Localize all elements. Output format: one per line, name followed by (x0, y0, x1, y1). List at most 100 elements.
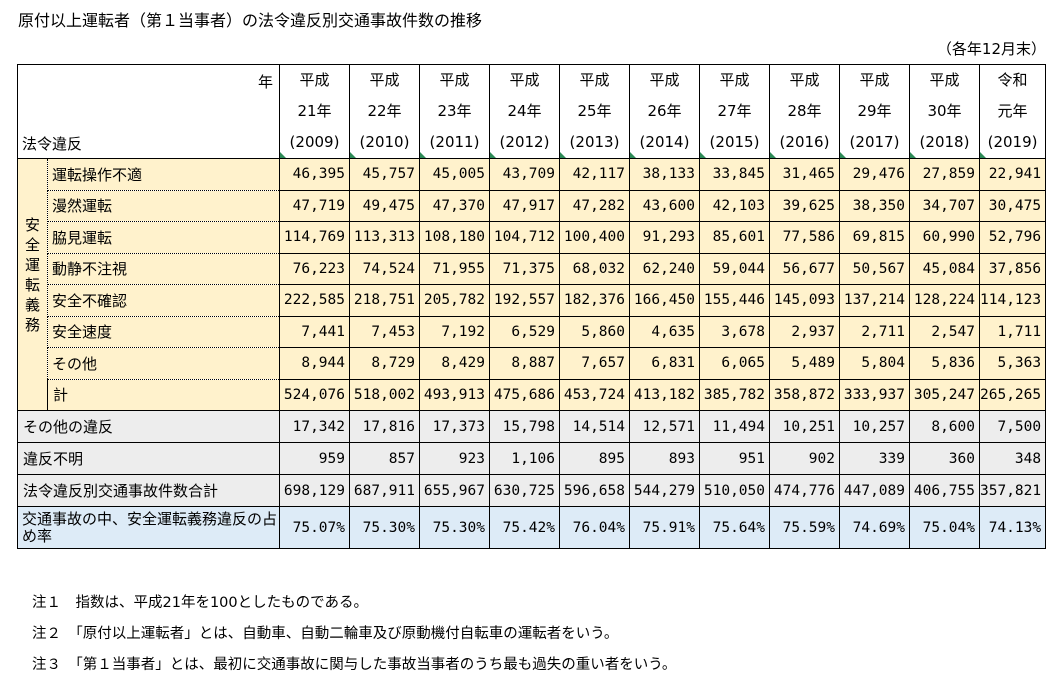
value-cell: 33,845 (699, 158, 770, 191)
value-cell: 91,293 (629, 221, 700, 254)
value-cell: 77,586 (769, 221, 840, 254)
value-cell: 2,937 (769, 315, 840, 348)
row-label: 脇見運転 (47, 221, 280, 254)
year-header-era: 平成 (719, 71, 750, 89)
year-header: 平成 25年 (2013) (559, 64, 630, 159)
value-cell: 8,600 (909, 410, 980, 443)
value-cell: 43,709 (489, 158, 560, 191)
value-cell: 42,117 (559, 158, 630, 191)
value-cell: 596,658 (559, 474, 630, 507)
value-cell: 893 (629, 442, 700, 475)
value-cell: 75.59% (769, 506, 840, 549)
value-cell: 8,729 (349, 347, 420, 380)
unit-note: （各年12月末） (936, 40, 1046, 58)
group-label: 安全運転義務 (17, 158, 48, 411)
table-row: 安全不確認 222,585 218,751 205,782 192,557 182,376… (18, 284, 1047, 317)
year-header: 令和元年 (2019) (978, 64, 1047, 159)
year-header: 平成 28年 (2016) (769, 64, 840, 159)
year-header-era: 平成 (859, 71, 890, 89)
value-cell: 38,350 (839, 189, 910, 222)
cell-note-marker (350, 152, 356, 158)
value-cell: 34,707 (909, 189, 980, 222)
year-header-era: 令和 (997, 71, 1028, 89)
value-cell: 17,816 (349, 410, 420, 443)
value-cell: 1,106 (489, 442, 560, 475)
year-header-ad: (2019) (987, 133, 1038, 151)
value-cell: 75.30% (349, 506, 420, 549)
value-cell: 358,872 (769, 378, 840, 411)
value-cell: 85,601 (699, 221, 770, 254)
value-cell: 4,635 (629, 315, 700, 348)
row-label: 動静不注視 (47, 252, 280, 285)
value-cell: 75.91% (629, 506, 700, 549)
cell-note-marker (490, 152, 496, 158)
value-cell: 108,180 (419, 221, 490, 254)
table-row: 動静不注視 76,223 74,524 71,955 71,375 68,032 62,24… (18, 252, 1047, 285)
cell-note-marker (770, 152, 776, 158)
value-cell: 474,776 (769, 474, 840, 507)
value-cell: 45,084 (909, 252, 980, 285)
cell-note-marker (420, 152, 426, 158)
year-header: 平成 27年 (2015) (699, 64, 770, 159)
value-cell: 265,265 (978, 378, 1047, 411)
value-cell: 192,557 (489, 284, 560, 317)
year-header: 平成 21年 (2009) (279, 64, 350, 159)
value-cell: 1,711 (978, 315, 1047, 348)
value-cell: 524,076 (279, 378, 350, 411)
value-cell: 14,514 (559, 410, 630, 443)
value-cell: 12,571 (629, 410, 700, 443)
value-cell: 30,475 (978, 189, 1047, 222)
value-cell: 114,123 (978, 284, 1047, 317)
value-cell: 453,724 (559, 378, 630, 411)
cell-note-marker (280, 152, 286, 158)
value-cell: 17,373 (419, 410, 490, 443)
value-cell: 2,547 (909, 315, 980, 348)
value-cell: 6,529 (489, 315, 560, 348)
value-cell: 510,050 (699, 474, 770, 507)
value-cell: 27,859 (909, 158, 980, 191)
value-cell: 360 (909, 442, 980, 475)
value-cell: 687,911 (349, 474, 420, 507)
table-row: 違反不明 959 857 923 1,106 895 893 951 902 339 360 348 (17, 442, 1047, 475)
year-header-era: 平成 (369, 71, 400, 89)
year-header-ad: (2014) (639, 133, 690, 151)
year-header-ad: (2013) (569, 133, 620, 151)
year-header-y: 元年 (997, 102, 1028, 120)
value-cell: 544,279 (629, 474, 700, 507)
note-2: 注２ 「原付以上運転者」とは、自動車、自動二輪車及び原動機付自転車の運転者をいう… (32, 626, 619, 642)
year-header-era: 平成 (929, 71, 960, 89)
value-cell: 43,600 (629, 189, 700, 222)
value-cell: 59,044 (699, 252, 770, 285)
year-header-y: 25年 (577, 102, 612, 120)
table-row: その他 8,944 8,729 8,429 8,887 7,657 6,831 6,065 5,… (18, 347, 1047, 380)
year-header-era: 平成 (509, 71, 540, 89)
value-cell: 357,821 (978, 474, 1047, 507)
header-corner: 年法令違反 (17, 64, 280, 159)
value-cell: 493,913 (419, 378, 490, 411)
value-cell: 857 (349, 442, 420, 475)
table-row: 安全速度 7,441 7,453 7,192 6,529 5,860 4,635 3,678 2… (18, 315, 1047, 348)
value-cell: 895 (559, 442, 630, 475)
value-cell: 47,917 (489, 189, 560, 222)
value-cell: 305,247 (909, 378, 980, 411)
table-row: 安全運転義務運転操作不適 46,395 45,757 45,005 43,709 42,1… (17, 158, 1047, 411)
value-cell: 15,798 (489, 410, 560, 443)
group-label-text: 安全運転義務 (24, 215, 40, 334)
value-cell: 62,240 (629, 252, 700, 285)
value-cell: 7,657 (559, 347, 630, 380)
year-header-y: 21年 (297, 102, 332, 120)
cell-note-marker (980, 152, 986, 158)
year-header-ad: (2011) (429, 133, 480, 151)
value-cell: 71,955 (419, 252, 490, 285)
value-cell: 155,446 (699, 284, 770, 317)
value-cell: 22,941 (978, 158, 1047, 191)
year-header-ad: (2017) (849, 133, 900, 151)
year-header-y: 27年 (717, 102, 752, 120)
value-cell: 137,214 (839, 284, 910, 317)
value-cell: 38,133 (629, 158, 700, 191)
value-cell: 630,725 (489, 474, 560, 507)
value-cell: 56,677 (769, 252, 840, 285)
value-cell: 333,937 (839, 378, 910, 411)
value-cell: 7,192 (419, 315, 490, 348)
row-label: 漫然運転 (47, 189, 280, 222)
